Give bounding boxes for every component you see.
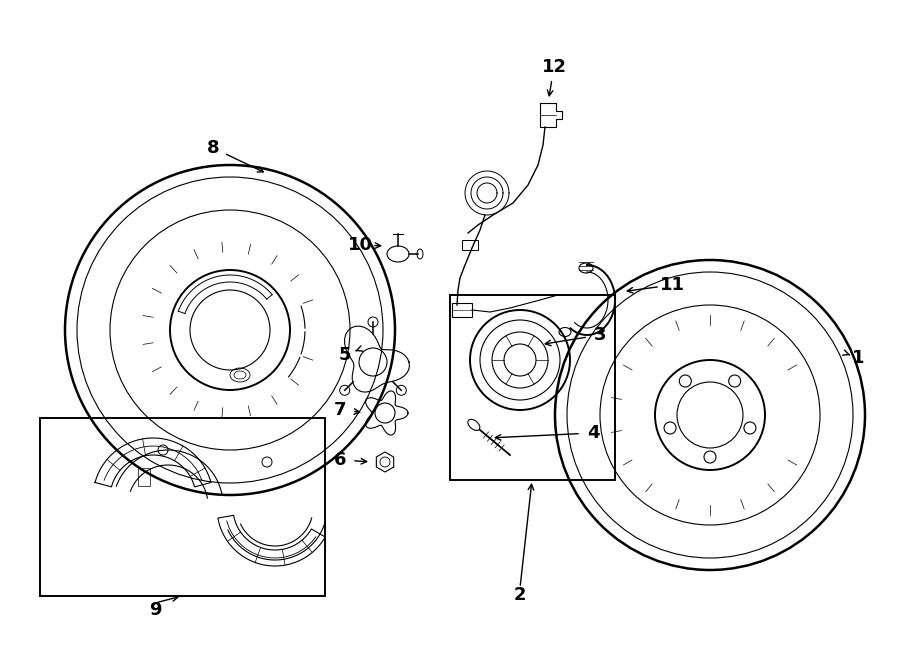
Bar bbox=[138, 468, 150, 486]
Text: 5: 5 bbox=[338, 346, 351, 364]
Text: 10: 10 bbox=[347, 236, 373, 254]
Text: 11: 11 bbox=[660, 276, 685, 294]
Text: 12: 12 bbox=[542, 58, 566, 76]
Bar bbox=[450, 295, 615, 480]
Text: 3: 3 bbox=[594, 326, 607, 344]
Bar bbox=[462, 240, 478, 250]
Text: 8: 8 bbox=[207, 139, 220, 157]
Bar bbox=[40, 418, 325, 596]
Text: 1: 1 bbox=[851, 349, 864, 367]
Text: 9: 9 bbox=[148, 601, 161, 619]
Bar bbox=[452, 303, 472, 317]
Text: 6: 6 bbox=[334, 451, 346, 469]
Text: 2: 2 bbox=[514, 586, 526, 604]
Text: 4: 4 bbox=[587, 424, 599, 442]
Text: 7: 7 bbox=[334, 401, 346, 419]
